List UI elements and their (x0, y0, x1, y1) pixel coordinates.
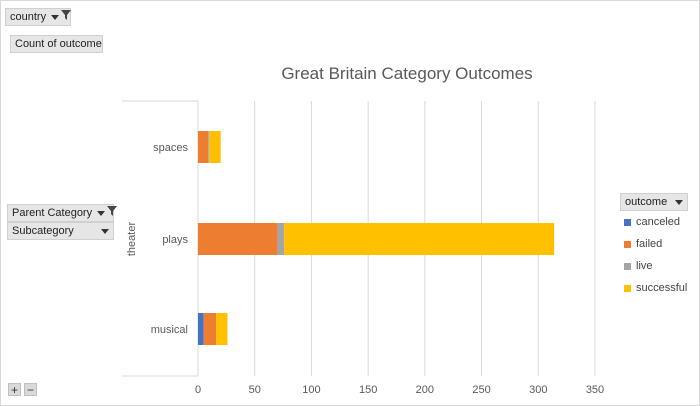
legend-item-successful: successful (620, 277, 692, 299)
legend-item-canceled: canceled (620, 211, 692, 233)
plus-icon: + (10, 383, 18, 397)
minus-icon: − (26, 383, 34, 397)
category-label-plays: plays (162, 234, 188, 246)
legend-label: canceled (636, 216, 681, 228)
legend-label: live (636, 260, 653, 272)
x-tick-label: 300 (529, 384, 547, 396)
x-tick-label: 250 (472, 384, 490, 396)
bar-plays-live (277, 223, 285, 255)
chart-title: Great Britain Category Outcomes (281, 64, 533, 83)
subcategory-label: Subcategory (12, 225, 74, 237)
dropdown-arrow-icon (101, 228, 109, 234)
bar-plays-successful (284, 223, 555, 255)
category-label-spaces: spaces (153, 142, 188, 154)
values-field-label: Count of outcome (15, 38, 102, 50)
legend-item-failed: failed (620, 233, 692, 255)
filter-funnel-icon (107, 205, 118, 221)
x-tick-label: 350 (586, 384, 604, 396)
x-tick-label: 200 (416, 384, 434, 396)
legend-swatch (624, 240, 631, 248)
bar-spaces-failed (198, 131, 209, 163)
group-label-theater: theater (126, 222, 138, 257)
dropdown-arrow-icon (97, 210, 106, 216)
outcome-legend-button[interactable]: outcome (620, 193, 688, 211)
bar-musical-failed (203, 313, 217, 345)
x-tick-label: 0 (195, 384, 201, 396)
dropdown-arrow-icon (675, 199, 683, 205)
legend-label: successful (636, 282, 688, 294)
bar-musical-canceled (198, 313, 204, 345)
bar-spaces-successful (209, 131, 221, 163)
x-tick-label: 100 (302, 384, 320, 396)
subcategory-filter-button[interactable]: Subcategory (7, 222, 114, 240)
bar-spaces-live (208, 131, 210, 163)
collapse-button[interactable]: − (24, 383, 37, 396)
expand-button[interactable]: + (8, 383, 21, 396)
legend: canceled failed live successful (620, 211, 692, 299)
country-filter-button[interactable]: country (5, 8, 72, 26)
legend-item-live: live (620, 255, 692, 277)
x-tick-label: 50 (249, 384, 261, 396)
bar-plays-failed (198, 223, 278, 255)
parent-category-label: Parent Category (12, 207, 93, 219)
legend-swatch (624, 284, 631, 292)
parent-category-filter-button[interactable]: Parent Category (7, 204, 118, 222)
outcome-legend-label: outcome (625, 196, 668, 208)
dropdown-arrow-icon (51, 14, 60, 20)
legend-label: failed (636, 238, 663, 250)
country-filter-label: country (10, 11, 47, 23)
category-label-musical: musical (151, 324, 188, 336)
x-tick-label: 150 (359, 384, 377, 396)
legend-swatch (624, 218, 631, 226)
values-field-button[interactable]: Count of outcome (10, 35, 103, 53)
legend-swatch (624, 262, 631, 270)
filter-funnel-icon (61, 9, 72, 25)
bar-musical-successful (216, 313, 228, 345)
